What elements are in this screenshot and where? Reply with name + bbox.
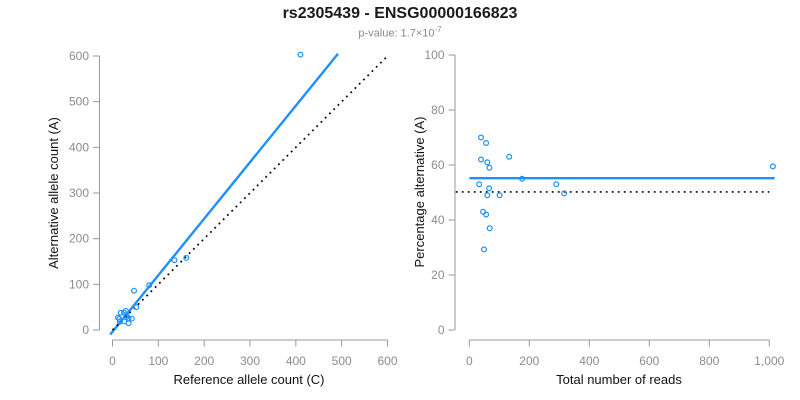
data-point <box>133 304 140 311</box>
x-tick-label: 100 <box>148 354 168 368</box>
data-points <box>476 134 776 253</box>
y-tick-label: 600 <box>69 49 89 63</box>
y-tick-label: 100 <box>69 277 89 291</box>
data-point <box>476 181 483 188</box>
data-point <box>484 159 491 166</box>
data-point <box>486 164 493 171</box>
data-point <box>297 51 304 58</box>
data-point <box>128 315 135 322</box>
data-point <box>478 134 485 141</box>
data-point <box>506 153 513 160</box>
y-tick-label: 100 <box>424 48 444 62</box>
y-tick-label: 80 <box>431 103 445 117</box>
x-tick-label: 400 <box>579 354 599 368</box>
y-axis-title: Percentage alternative (A) <box>412 116 427 267</box>
x-tick-label: 400 <box>286 354 306 368</box>
data-point <box>486 225 493 232</box>
y-tick-label: 200 <box>69 232 89 246</box>
x-axis <box>112 339 388 347</box>
data-point <box>769 163 776 170</box>
x-tick-label: 1,000 <box>754 354 784 368</box>
regression-fit-line <box>109 52 339 336</box>
x-tick-label: 0 <box>109 354 116 368</box>
data-point <box>171 257 178 264</box>
y-tick-label: 0 <box>82 323 89 337</box>
x-axis-title: Reference allele count (C) <box>173 372 324 387</box>
data-point <box>553 181 560 188</box>
x-tick-label: 200 <box>519 354 539 368</box>
x-tick-label: 300 <box>240 354 260 368</box>
data-point <box>486 185 493 192</box>
data-point <box>483 140 490 147</box>
y-tick-label: 500 <box>69 95 89 109</box>
data-point <box>125 320 132 327</box>
data-point <box>484 192 491 199</box>
data-point <box>478 156 485 163</box>
x-axis-title: Total number of reads <box>556 372 682 387</box>
identity-diagonal-line <box>111 56 388 331</box>
data-point <box>519 175 526 182</box>
data-point <box>496 192 503 199</box>
y-axis <box>448 54 456 331</box>
x-tick-label: 500 <box>332 354 352 368</box>
y-axis <box>93 55 100 331</box>
data-points <box>114 51 304 327</box>
y-tick-label: 40 <box>431 213 445 227</box>
left-plot-panel: 0 100 200 300 400 500 600 0 100 200 300 400 500 600 Re… <box>46 49 398 387</box>
y-tick-label: 60 <box>431 158 445 172</box>
data-point <box>146 282 153 289</box>
x-tick-label: 600 <box>377 354 397 368</box>
y-tick-label: 300 <box>69 186 89 200</box>
data-point <box>481 246 488 253</box>
data-point <box>480 208 487 215</box>
data-point <box>183 254 190 261</box>
x-tick-label: 0 <box>466 354 473 368</box>
y-tick-label: 0 <box>438 323 445 337</box>
x-tick-label: 800 <box>699 354 719 368</box>
x-axis <box>468 339 770 347</box>
data-point <box>131 287 138 294</box>
data-point <box>561 190 568 197</box>
y-tick-label: 20 <box>431 268 445 282</box>
x-tick-label: 200 <box>194 354 214 368</box>
data-point <box>483 211 490 218</box>
x-tick-label: 600 <box>639 354 659 368</box>
y-axis-title: Alternative allele count (A) <box>46 117 61 269</box>
data-point <box>117 309 124 316</box>
y-tick-label: 400 <box>69 140 89 154</box>
right-plot-panel: 0 20 40 60 80 100 0 200 400 600 800 1,000 Total numb… <box>412 48 785 387</box>
data-point <box>116 316 123 323</box>
